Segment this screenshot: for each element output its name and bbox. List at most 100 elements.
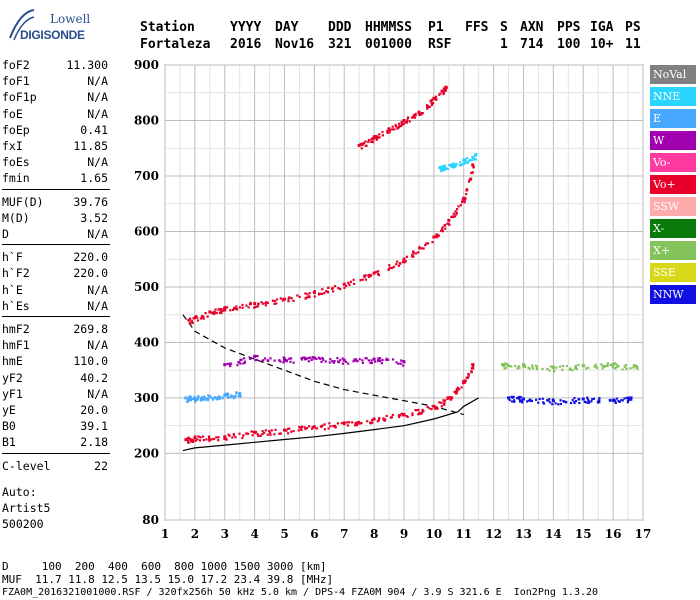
data-point bbox=[300, 428, 303, 431]
data-point bbox=[587, 401, 590, 404]
data-point bbox=[311, 356, 314, 359]
data-point bbox=[426, 106, 429, 109]
param-row: foF1 N/A bbox=[2, 74, 108, 89]
data-point bbox=[193, 396, 197, 400]
data-point bbox=[387, 127, 391, 131]
data-point bbox=[287, 297, 290, 300]
data-point bbox=[233, 306, 236, 310]
data-point bbox=[279, 297, 282, 300]
y-tick-label: 500 bbox=[134, 280, 159, 294]
data-point bbox=[611, 363, 615, 367]
data-point bbox=[307, 357, 310, 360]
param-name: foEs bbox=[2, 155, 30, 170]
auto-label: Auto: bbox=[2, 485, 37, 499]
data-point bbox=[269, 357, 272, 360]
data-point bbox=[238, 432, 241, 435]
data-point bbox=[238, 306, 241, 309]
param-value: 22 bbox=[94, 458, 108, 473]
param-name: foF1p bbox=[2, 90, 37, 105]
data-point bbox=[308, 425, 311, 428]
data-point bbox=[435, 98, 438, 101]
data-point bbox=[235, 391, 238, 394]
data-point bbox=[611, 398, 615, 402]
data-point bbox=[328, 361, 331, 364]
data-point bbox=[432, 235, 436, 239]
data-point bbox=[386, 131, 389, 134]
header-value-3: 321 bbox=[328, 37, 352, 52]
param-name: B1 bbox=[2, 435, 16, 450]
param-value: N/A bbox=[87, 386, 108, 401]
data-point bbox=[442, 399, 445, 402]
data-point bbox=[430, 98, 433, 101]
data-point bbox=[232, 396, 236, 400]
data-point bbox=[411, 412, 414, 415]
data-point bbox=[372, 357, 376, 361]
legend-item-vo: Vo+ bbox=[650, 175, 696, 194]
data-point bbox=[232, 308, 235, 311]
data-point bbox=[269, 433, 272, 436]
data-point bbox=[606, 364, 609, 368]
data-point bbox=[418, 113, 421, 116]
param-value: 2.18 bbox=[80, 435, 108, 450]
data-point bbox=[189, 322, 192, 325]
data-point bbox=[608, 398, 611, 402]
data-point bbox=[402, 360, 406, 364]
data-point bbox=[324, 360, 327, 363]
data-point bbox=[328, 422, 331, 425]
data-point bbox=[337, 361, 340, 364]
data-point bbox=[312, 425, 316, 429]
data-point bbox=[370, 140, 373, 143]
data-point bbox=[635, 365, 639, 369]
data-point bbox=[336, 422, 339, 425]
data-point bbox=[195, 315, 198, 318]
data-point bbox=[234, 395, 237, 398]
data-point bbox=[261, 432, 264, 436]
data-point bbox=[273, 433, 276, 436]
x-tick-label: 16 bbox=[605, 527, 622, 541]
data-point bbox=[289, 360, 292, 363]
data-point bbox=[398, 262, 401, 265]
data-point bbox=[420, 412, 423, 415]
data-point bbox=[456, 208, 459, 211]
data-point bbox=[460, 386, 463, 389]
param-name: foE bbox=[2, 106, 23, 121]
data-point bbox=[264, 429, 267, 432]
data-point bbox=[219, 310, 223, 313]
data-point bbox=[510, 365, 513, 368]
data-point bbox=[447, 396, 451, 400]
data-point bbox=[378, 133, 381, 136]
data-point bbox=[405, 415, 408, 418]
data-point bbox=[606, 362, 609, 365]
data-point bbox=[441, 228, 444, 231]
data-point bbox=[344, 360, 348, 363]
data-point bbox=[455, 388, 458, 391]
data-point bbox=[442, 403, 445, 406]
data-point bbox=[586, 396, 589, 399]
data-point bbox=[561, 368, 564, 371]
data-point bbox=[229, 365, 232, 368]
data-point bbox=[329, 425, 332, 428]
data-point bbox=[614, 401, 617, 404]
data-point bbox=[448, 164, 451, 167]
data-point bbox=[263, 357, 267, 360]
data-point bbox=[188, 395, 191, 398]
data-point bbox=[208, 437, 211, 440]
data-point bbox=[243, 357, 246, 360]
data-point bbox=[432, 102, 435, 105]
data-point bbox=[436, 407, 439, 410]
param-name: D bbox=[2, 227, 9, 241]
data-point bbox=[462, 379, 466, 383]
data-point bbox=[257, 302, 260, 305]
header-label-7: S bbox=[500, 20, 508, 35]
data-point bbox=[397, 362, 400, 365]
data-point bbox=[223, 363, 227, 367]
data-point bbox=[322, 358, 325, 361]
data-point bbox=[239, 362, 242, 365]
data-point bbox=[371, 137, 374, 140]
data-point bbox=[408, 120, 411, 123]
data-point bbox=[455, 162, 458, 165]
model-curve-dashed bbox=[182, 314, 464, 416]
data-point bbox=[348, 421, 351, 424]
data-point bbox=[411, 255, 414, 258]
data-point bbox=[273, 359, 276, 362]
